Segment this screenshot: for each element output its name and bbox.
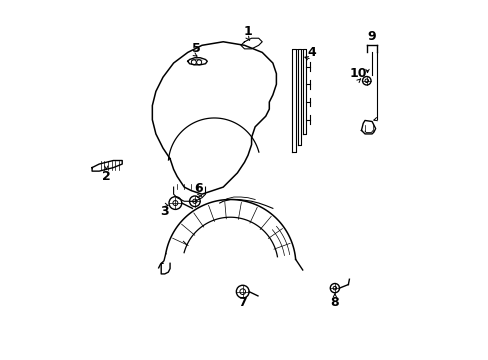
Text: 2: 2 [102,170,110,183]
Text: 5: 5 [192,42,201,55]
Text: 7: 7 [238,296,246,309]
Text: 6: 6 [194,183,203,195]
Text: 3: 3 [160,206,169,219]
Text: 8: 8 [330,296,339,309]
Text: 4: 4 [307,46,316,59]
Text: 10: 10 [349,67,366,80]
Text: 1: 1 [243,24,252,38]
Text: 9: 9 [367,30,376,43]
